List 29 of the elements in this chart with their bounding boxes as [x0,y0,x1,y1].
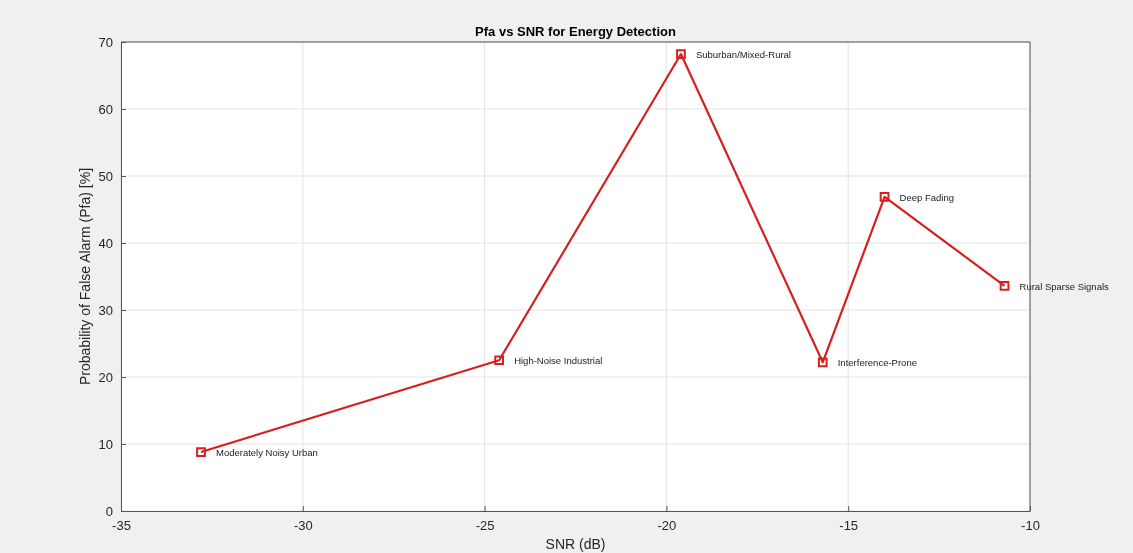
point [196,447,206,457]
y-tick-label: 20 [98,369,113,385]
point [494,355,505,366]
y-tick-label: 70 [98,34,113,50]
annotation: Deep Fading [899,191,954,203]
chart-title: Pfa vs SNR for Energy Detection [475,24,676,39]
x-tick-label: -15 [839,518,859,534]
annotation: High-Noise Industrial [514,355,603,367]
y-tick-label: 60 [98,101,113,117]
annotation: Rural Sparse Signals [1019,280,1110,292]
point [676,49,686,59]
x-tick-label: -35 [112,518,131,534]
point [817,357,828,368]
point [999,281,1010,291]
annotation: Moderately Noisy Urban [215,447,318,459]
x-axis-title: SNR (dB) [545,536,606,552]
y-tick-label: 40 [98,235,113,251]
y-axis-title: Probability of False Alarm (Pfa) [%] [77,167,93,386]
annotation: Interference-Prone [837,357,917,369]
x-tick-label: -30 [293,518,313,534]
x-tick-label: -20 [657,518,677,534]
annotation: Suburban/Mixed-Rural [695,49,791,61]
y-tick-label: 30 [98,302,113,318]
y-tick-label: 50 [98,168,113,184]
y-tick-label: 0 [105,503,113,519]
y-tick-label: 10 [98,436,113,452]
x-tick-label: -25 [475,518,495,534]
point [879,191,890,202]
x-tick-label: -10 [1021,518,1040,534]
